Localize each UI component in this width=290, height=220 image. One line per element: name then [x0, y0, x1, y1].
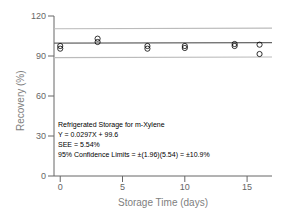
- html-text:95% Confidence Limits = ±(1.96: 95% Confidence Limits = ±(1.96)(5.54) = …: [58, 151, 210, 159]
- svg-text:15: 15: [242, 182, 252, 192]
- html-text:SEE = 5.54%: SEE = 5.54%: [58, 141, 100, 149]
- svg-text:Recovery (%): Recovery (%): [15, 70, 26, 131]
- svg-text:0: 0: [58, 182, 63, 192]
- html-text:Refrigerated Storage for m-Xyl: Refrigerated Storage for m-Xylene: [58, 121, 165, 128]
- svg-text:Storage Time (days): Storage Time (days): [118, 197, 208, 208]
- svg-text:5: 5: [120, 182, 125, 192]
- svg-text:120: 120: [31, 11, 46, 21]
- svg-text:0: 0: [41, 171, 46, 181]
- svg-text:60: 60: [36, 91, 46, 101]
- svg-text:10: 10: [180, 182, 190, 192]
- svg-text:30: 30: [36, 131, 46, 141]
- html-text:Y = 0.0297X + 99.6: Y = 0.0297X + 99.6: [58, 131, 119, 139]
- svg-text:90: 90: [36, 51, 46, 61]
